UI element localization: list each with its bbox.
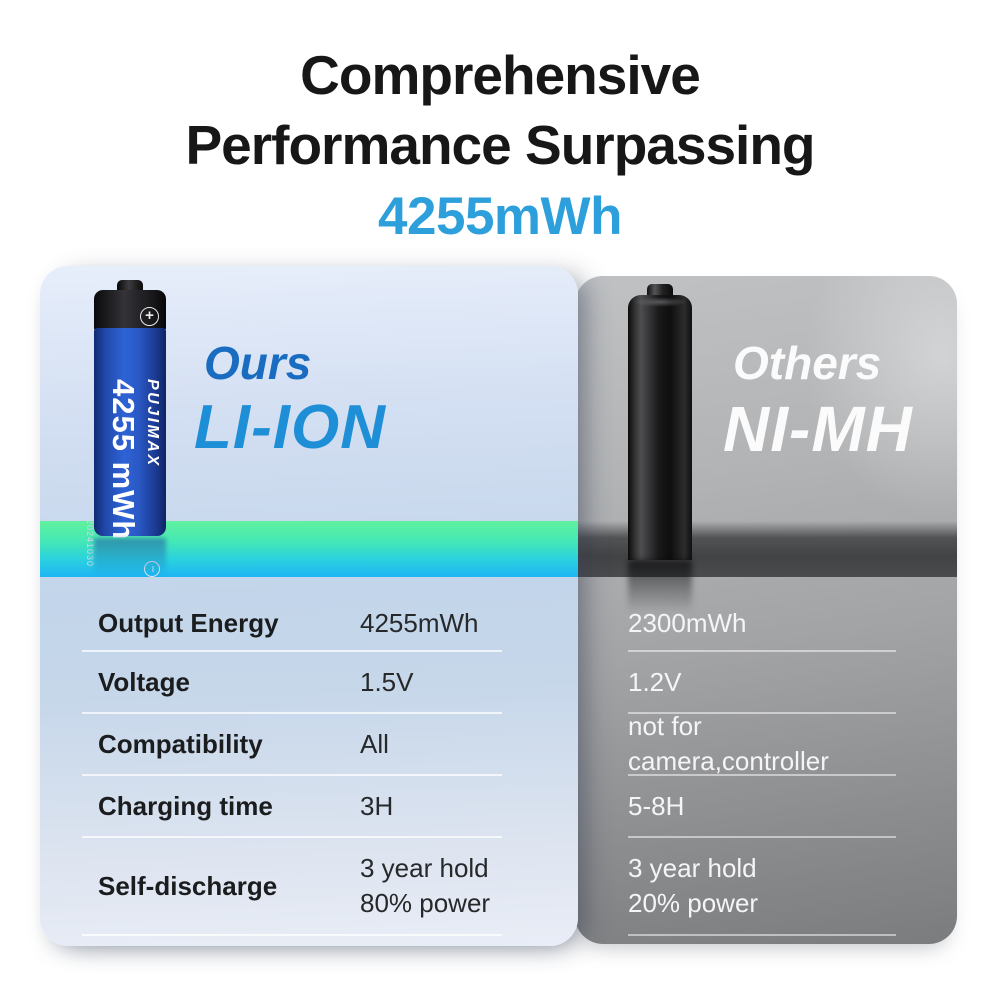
ours-panel: + PUJIMAX − 4255 mWh 20241030 Ours LI-IO… [40, 266, 578, 946]
others-technology: NI-MH [723, 393, 913, 465]
battery-brand: PUJIMAX [144, 379, 161, 468]
table-row: 2300mWh [628, 596, 896, 652]
spec-value-others: 1.2V [628, 666, 682, 697]
liion-battery-image: + PUJIMAX − 4255 mWh 20241030 [85, 280, 166, 577]
table-row: Charging time 3H [82, 776, 502, 838]
spec-value-ours: 3H [360, 790, 394, 821]
battery-cap: + [94, 290, 166, 330]
nimh-battery-image [628, 284, 692, 560]
ours-technology: LI-ION [194, 393, 386, 462]
table-row: Voltage 1.5V [82, 652, 502, 714]
ours-tag: Ours [204, 337, 312, 389]
battery-terminal-nub [117, 280, 143, 293]
spec-label: Self-discharge [98, 870, 278, 901]
spec-label: Output Energy [98, 607, 279, 638]
table-row: 3 year hold 20% power [628, 838, 896, 936]
spec-value-ours: 3 year hold 80% power [360, 853, 491, 918]
table-row: not for camera,controller [628, 711, 896, 776]
header: Comprehensive Performance Surpassing 425… [0, 40, 1000, 248]
table-row: 5-8H [628, 776, 896, 838]
table-row: Compatibility All [82, 714, 502, 776]
spec-value-others: 3 year hold 20% power [628, 853, 759, 918]
spec-value-others: 2300mWh [628, 607, 747, 638]
battery-terminal-nub [647, 284, 673, 297]
spec-value-ours: 1.5V [360, 666, 414, 697]
spec-label: Compatibility [98, 728, 263, 759]
title-line-2: Performance Surpassing [185, 114, 815, 176]
table-row: Self-discharge 3 year hold 80% power [82, 838, 502, 936]
battery-body: PUJIMAX − 4255 mWh 20241030 [85, 328, 166, 577]
others-spec-table: 2300mWh 1.2V not for camera,controller 5… [628, 596, 896, 936]
spec-value-ours: All [360, 728, 389, 759]
table-row: Output Energy 4255mWh [82, 596, 502, 652]
others-panel: Others NI-MH 2300mWh 1.2V not for camera… [575, 276, 957, 944]
title-capacity-highlight: 4255mWh [378, 187, 622, 246]
others-tag: Others [733, 337, 882, 389]
battery-body [628, 295, 692, 560]
battery-reflection [94, 538, 166, 576]
spec-value-others: not for camera,controller [628, 711, 829, 776]
ours-spec-table: Output Energy 4255mWh Voltage 1.5V Compa… [82, 596, 502, 936]
plus-terminal-icon: + [140, 307, 159, 326]
table-row: 1.2V [628, 652, 896, 714]
spec-value-ours: 4255mWh [360, 607, 479, 638]
battery-reflection [628, 560, 692, 612]
spec-value-others: 5-8H [628, 790, 685, 821]
title-line-1: Comprehensive [300, 44, 701, 106]
spec-label: Voltage [98, 666, 190, 697]
spec-label: Charging time [98, 790, 273, 821]
